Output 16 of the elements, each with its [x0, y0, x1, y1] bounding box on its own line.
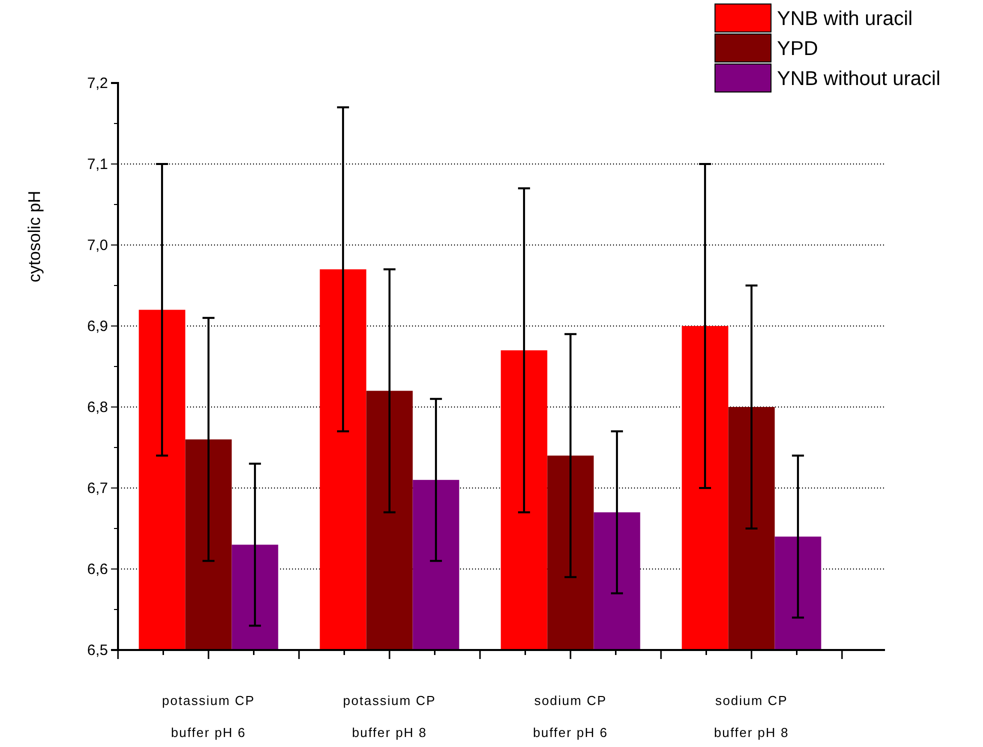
legend-label: YNB with uracil	[777, 8, 913, 30]
y-tick-label: 7,1	[87, 156, 108, 173]
y-tick-label: 7,2	[87, 74, 108, 92]
legend-label: YNB without uracil	[777, 68, 940, 90]
y-tick-label: 6,5	[87, 642, 108, 659]
y-tick-label: 6,6	[87, 560, 108, 578]
legend-label: YPD	[777, 38, 818, 60]
category-label: potassium CP buffer pH 6	[162, 693, 255, 740]
category-label: potassium CP buffer pH 8	[343, 693, 436, 740]
y-tick-label: 6,8	[87, 398, 108, 416]
category-label: sodium CP buffer pH 6	[532, 693, 608, 740]
category-label: sodium CP buffer pH 8	[714, 693, 790, 740]
y-tick-label: 7,0	[87, 236, 108, 254]
y-axis-title: cytosolic pH	[25, 190, 44, 282]
y-tick-label: 6,9	[87, 318, 108, 335]
y-tick-label: 6,7	[87, 480, 108, 497]
